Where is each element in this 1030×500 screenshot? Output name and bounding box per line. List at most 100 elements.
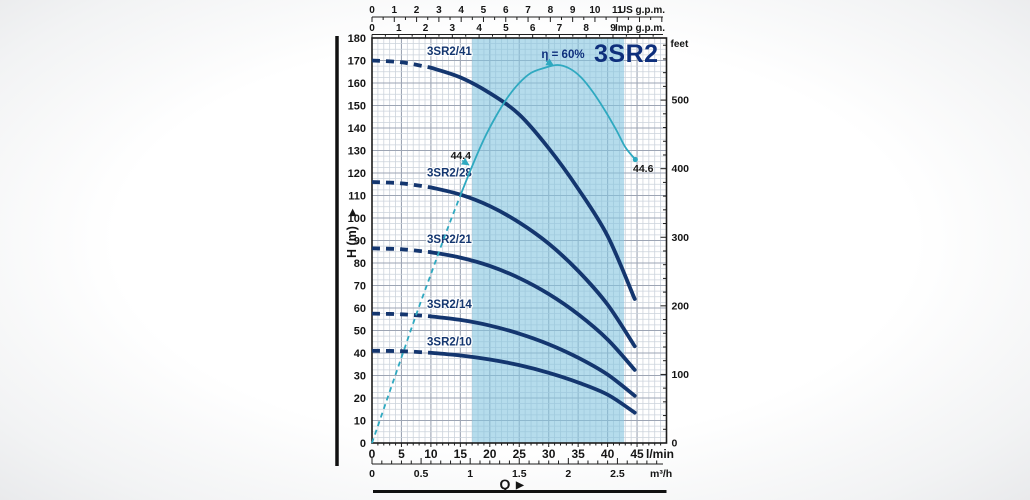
svg-text:100: 100 bbox=[348, 213, 366, 225]
svg-text:160: 160 bbox=[348, 78, 366, 90]
svg-text:40: 40 bbox=[601, 447, 615, 461]
axis-bottom-m3h: 0 0.5 1 1.5 2 2.5 m³/h bbox=[369, 458, 672, 480]
svg-text:180: 180 bbox=[348, 33, 366, 45]
svg-text:6: 6 bbox=[530, 23, 536, 34]
svg-text:130: 130 bbox=[348, 146, 366, 158]
svg-text:H (m): H (m) bbox=[345, 226, 359, 258]
head-curves: 3SR2/41 3SR2/28 3SR2/21 3SR2/14 3SR2/10 bbox=[371, 45, 637, 415]
curve-3sr2-10: 3SR2/10 bbox=[371, 335, 637, 415]
axis-top-impgpm: 0 1 2 3 4 5 6 7 8 9 Imp g.p.m. bbox=[369, 23, 665, 38]
svg-text:10: 10 bbox=[354, 416, 366, 428]
svg-text:0: 0 bbox=[672, 438, 678, 450]
efficiency-start-value: 44.4 bbox=[451, 150, 472, 162]
svg-text:7: 7 bbox=[557, 23, 563, 34]
annotations: η = 60% 44.4 44.6 bbox=[451, 49, 654, 175]
svg-text:3: 3 bbox=[436, 5, 442, 16]
svg-text:200: 200 bbox=[672, 300, 690, 312]
svg-text:500: 500 bbox=[672, 95, 690, 107]
curve-3sr2-28: 3SR2/28 bbox=[371, 166, 637, 349]
svg-text:4: 4 bbox=[458, 5, 464, 16]
svg-text:100: 100 bbox=[672, 369, 690, 381]
svg-text:90: 90 bbox=[354, 236, 366, 248]
svg-text:1: 1 bbox=[392, 5, 398, 16]
axis-bottom-lmin: 0 5 10 15 20 25 30 35 40 45 l/min bbox=[369, 443, 674, 461]
efficiency-curve bbox=[371, 64, 638, 444]
axis-left-h: 0 10 20 30 40 50 60 70 80 90 100 110 120 130 140 150 160… bbox=[345, 33, 366, 450]
svg-text:8: 8 bbox=[583, 23, 589, 34]
curve-3sr2-14: 3SR2/14 bbox=[371, 298, 637, 398]
svg-text:10: 10 bbox=[424, 447, 438, 461]
svg-text:20: 20 bbox=[354, 393, 366, 405]
svg-text:0.5: 0.5 bbox=[414, 468, 429, 480]
svg-text:50: 50 bbox=[354, 326, 366, 338]
svg-text:400: 400 bbox=[672, 163, 690, 175]
duty-range-band bbox=[472, 38, 625, 443]
svg-text:80: 80 bbox=[354, 258, 366, 270]
svg-text:30: 30 bbox=[542, 447, 556, 461]
curve-label: 3SR2/10 bbox=[427, 336, 472, 348]
efficiency-endpoint-dot bbox=[632, 156, 638, 163]
efficiency-peak-label: η = 60% bbox=[541, 49, 584, 61]
svg-text:6: 6 bbox=[503, 5, 509, 16]
us-gpm-unit-label: US g.p.m. bbox=[619, 5, 665, 16]
curve-3sr2-41: 3SR2/41 bbox=[371, 45, 637, 301]
feet-unit-label: feet bbox=[671, 39, 689, 50]
lmin-unit-label: l/min bbox=[646, 447, 674, 461]
svg-text:8: 8 bbox=[548, 5, 554, 16]
axis-right-feet: 0 100 200 300 400 500 feet bbox=[660, 39, 690, 450]
svg-text:0: 0 bbox=[369, 468, 375, 480]
svg-text:2: 2 bbox=[423, 23, 429, 34]
h-axis-label: H (m) ▶ bbox=[345, 208, 359, 258]
svg-text:7: 7 bbox=[525, 5, 531, 16]
svg-text:2: 2 bbox=[565, 468, 571, 480]
svg-text:9: 9 bbox=[610, 23, 616, 34]
efficiency-end-value: 44.6 bbox=[633, 163, 654, 175]
svg-text:35: 35 bbox=[571, 447, 585, 461]
svg-text:15: 15 bbox=[454, 447, 468, 461]
operating-band bbox=[472, 38, 625, 443]
svg-text:45: 45 bbox=[630, 447, 644, 461]
svg-text:5: 5 bbox=[481, 5, 487, 16]
svg-text:9: 9 bbox=[570, 5, 576, 16]
svg-text:40: 40 bbox=[354, 348, 366, 360]
svg-text:2: 2 bbox=[414, 5, 420, 16]
svg-text:120: 120 bbox=[348, 168, 366, 180]
svg-text:1: 1 bbox=[467, 468, 473, 480]
svg-text:60: 60 bbox=[354, 303, 366, 315]
svg-text:2.5: 2.5 bbox=[610, 468, 625, 480]
svg-text:140: 140 bbox=[348, 123, 366, 135]
svg-text:70: 70 bbox=[354, 281, 366, 293]
svg-text:1: 1 bbox=[396, 23, 402, 34]
imp-gpm-unit-label: Imp g.p.m. bbox=[615, 23, 665, 34]
svg-text:3: 3 bbox=[450, 23, 456, 34]
svg-text:25: 25 bbox=[513, 447, 527, 461]
svg-text:0: 0 bbox=[369, 23, 375, 34]
curve-label: 3SR2/41 bbox=[427, 46, 472, 58]
svg-text:5: 5 bbox=[398, 447, 405, 461]
svg-text:5: 5 bbox=[503, 23, 509, 34]
svg-text:4: 4 bbox=[476, 23, 482, 34]
svg-text:170: 170 bbox=[348, 56, 366, 68]
svg-text:0: 0 bbox=[369, 5, 375, 16]
svg-text:20: 20 bbox=[483, 447, 497, 461]
svg-text:0: 0 bbox=[369, 447, 376, 461]
curve-label: 3SR2/14 bbox=[427, 299, 472, 311]
svg-text:110: 110 bbox=[348, 191, 366, 203]
svg-text:300: 300 bbox=[672, 232, 690, 244]
chart-title: 3SR2 bbox=[594, 40, 659, 68]
svg-text:30: 30 bbox=[354, 371, 366, 383]
svg-text:150: 150 bbox=[348, 101, 366, 113]
svg-text:1.5: 1.5 bbox=[512, 468, 527, 480]
svg-text:10: 10 bbox=[589, 5, 601, 16]
curve-label: 3SR2/21 bbox=[427, 234, 472, 246]
q-axis-label: Q bbox=[500, 476, 511, 492]
curve-3sr2-21: 3SR2/21 bbox=[371, 233, 637, 372]
h-axis-arrow-icon: ▶ bbox=[347, 208, 357, 217]
m3h-unit-label: m³/h bbox=[650, 468, 672, 480]
svg-text:0: 0 bbox=[360, 438, 366, 450]
curve-label: 3SR2/28 bbox=[427, 168, 472, 180]
svg-text:11: 11 bbox=[612, 5, 623, 16]
